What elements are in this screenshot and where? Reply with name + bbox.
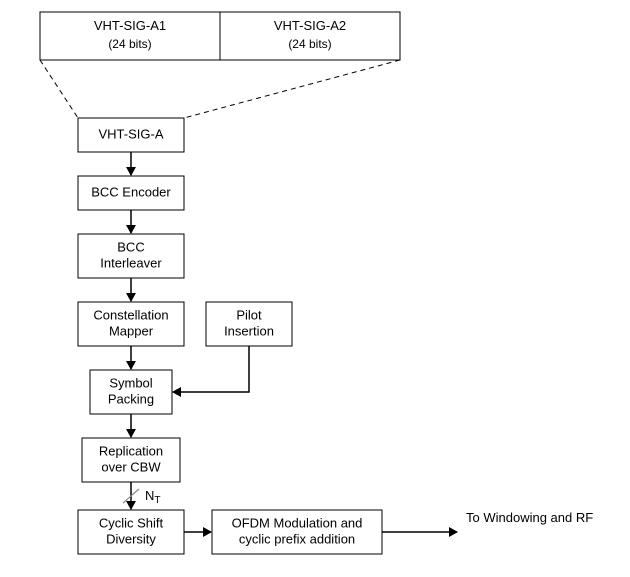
dashed-connector <box>40 60 78 118</box>
block-bcc_ilv-label: Interleaver <box>100 255 162 270</box>
block-constmap-label: Constellation <box>93 307 168 322</box>
header-cell-title: VHT-SIG-A2 <box>274 18 346 33</box>
block-pilot-label: Pilot <box>236 307 262 322</box>
header-cell-sub: (24 bits) <box>288 37 331 51</box>
dashed-connector <box>184 60 400 118</box>
block-bcc_ilv-label: BCC <box>117 239 144 254</box>
header-cell-sub: (24 bits) <box>108 37 151 51</box>
block-csd-label: Cyclic Shift <box>99 515 164 530</box>
block-sympack-label: Symbol <box>109 375 152 390</box>
block-ofdm-label: cyclic prefix addition <box>239 531 355 546</box>
block-ofdm-label: OFDM Modulation and <box>232 515 363 530</box>
pilot-edge <box>173 346 249 392</box>
header-cell-title: VHT-SIG-A1 <box>94 18 166 33</box>
block-sympack-label: Packing <box>108 391 154 406</box>
block-constmap-label: Mapper <box>109 323 154 338</box>
block-repcbw-label: Replication <box>99 443 163 458</box>
block-csd-label: Diversity <box>106 531 156 546</box>
nt-label: NT <box>145 488 161 506</box>
block-pilot-label: Insertion <box>224 323 274 338</box>
block-repcbw-label: over CBW <box>101 459 161 474</box>
block-bcc_enc-label: BCC Encoder <box>91 184 171 199</box>
final-label: To Windowing and RF <box>466 510 593 525</box>
block-vhtsiga-label: VHT-SIG-A <box>98 126 163 141</box>
